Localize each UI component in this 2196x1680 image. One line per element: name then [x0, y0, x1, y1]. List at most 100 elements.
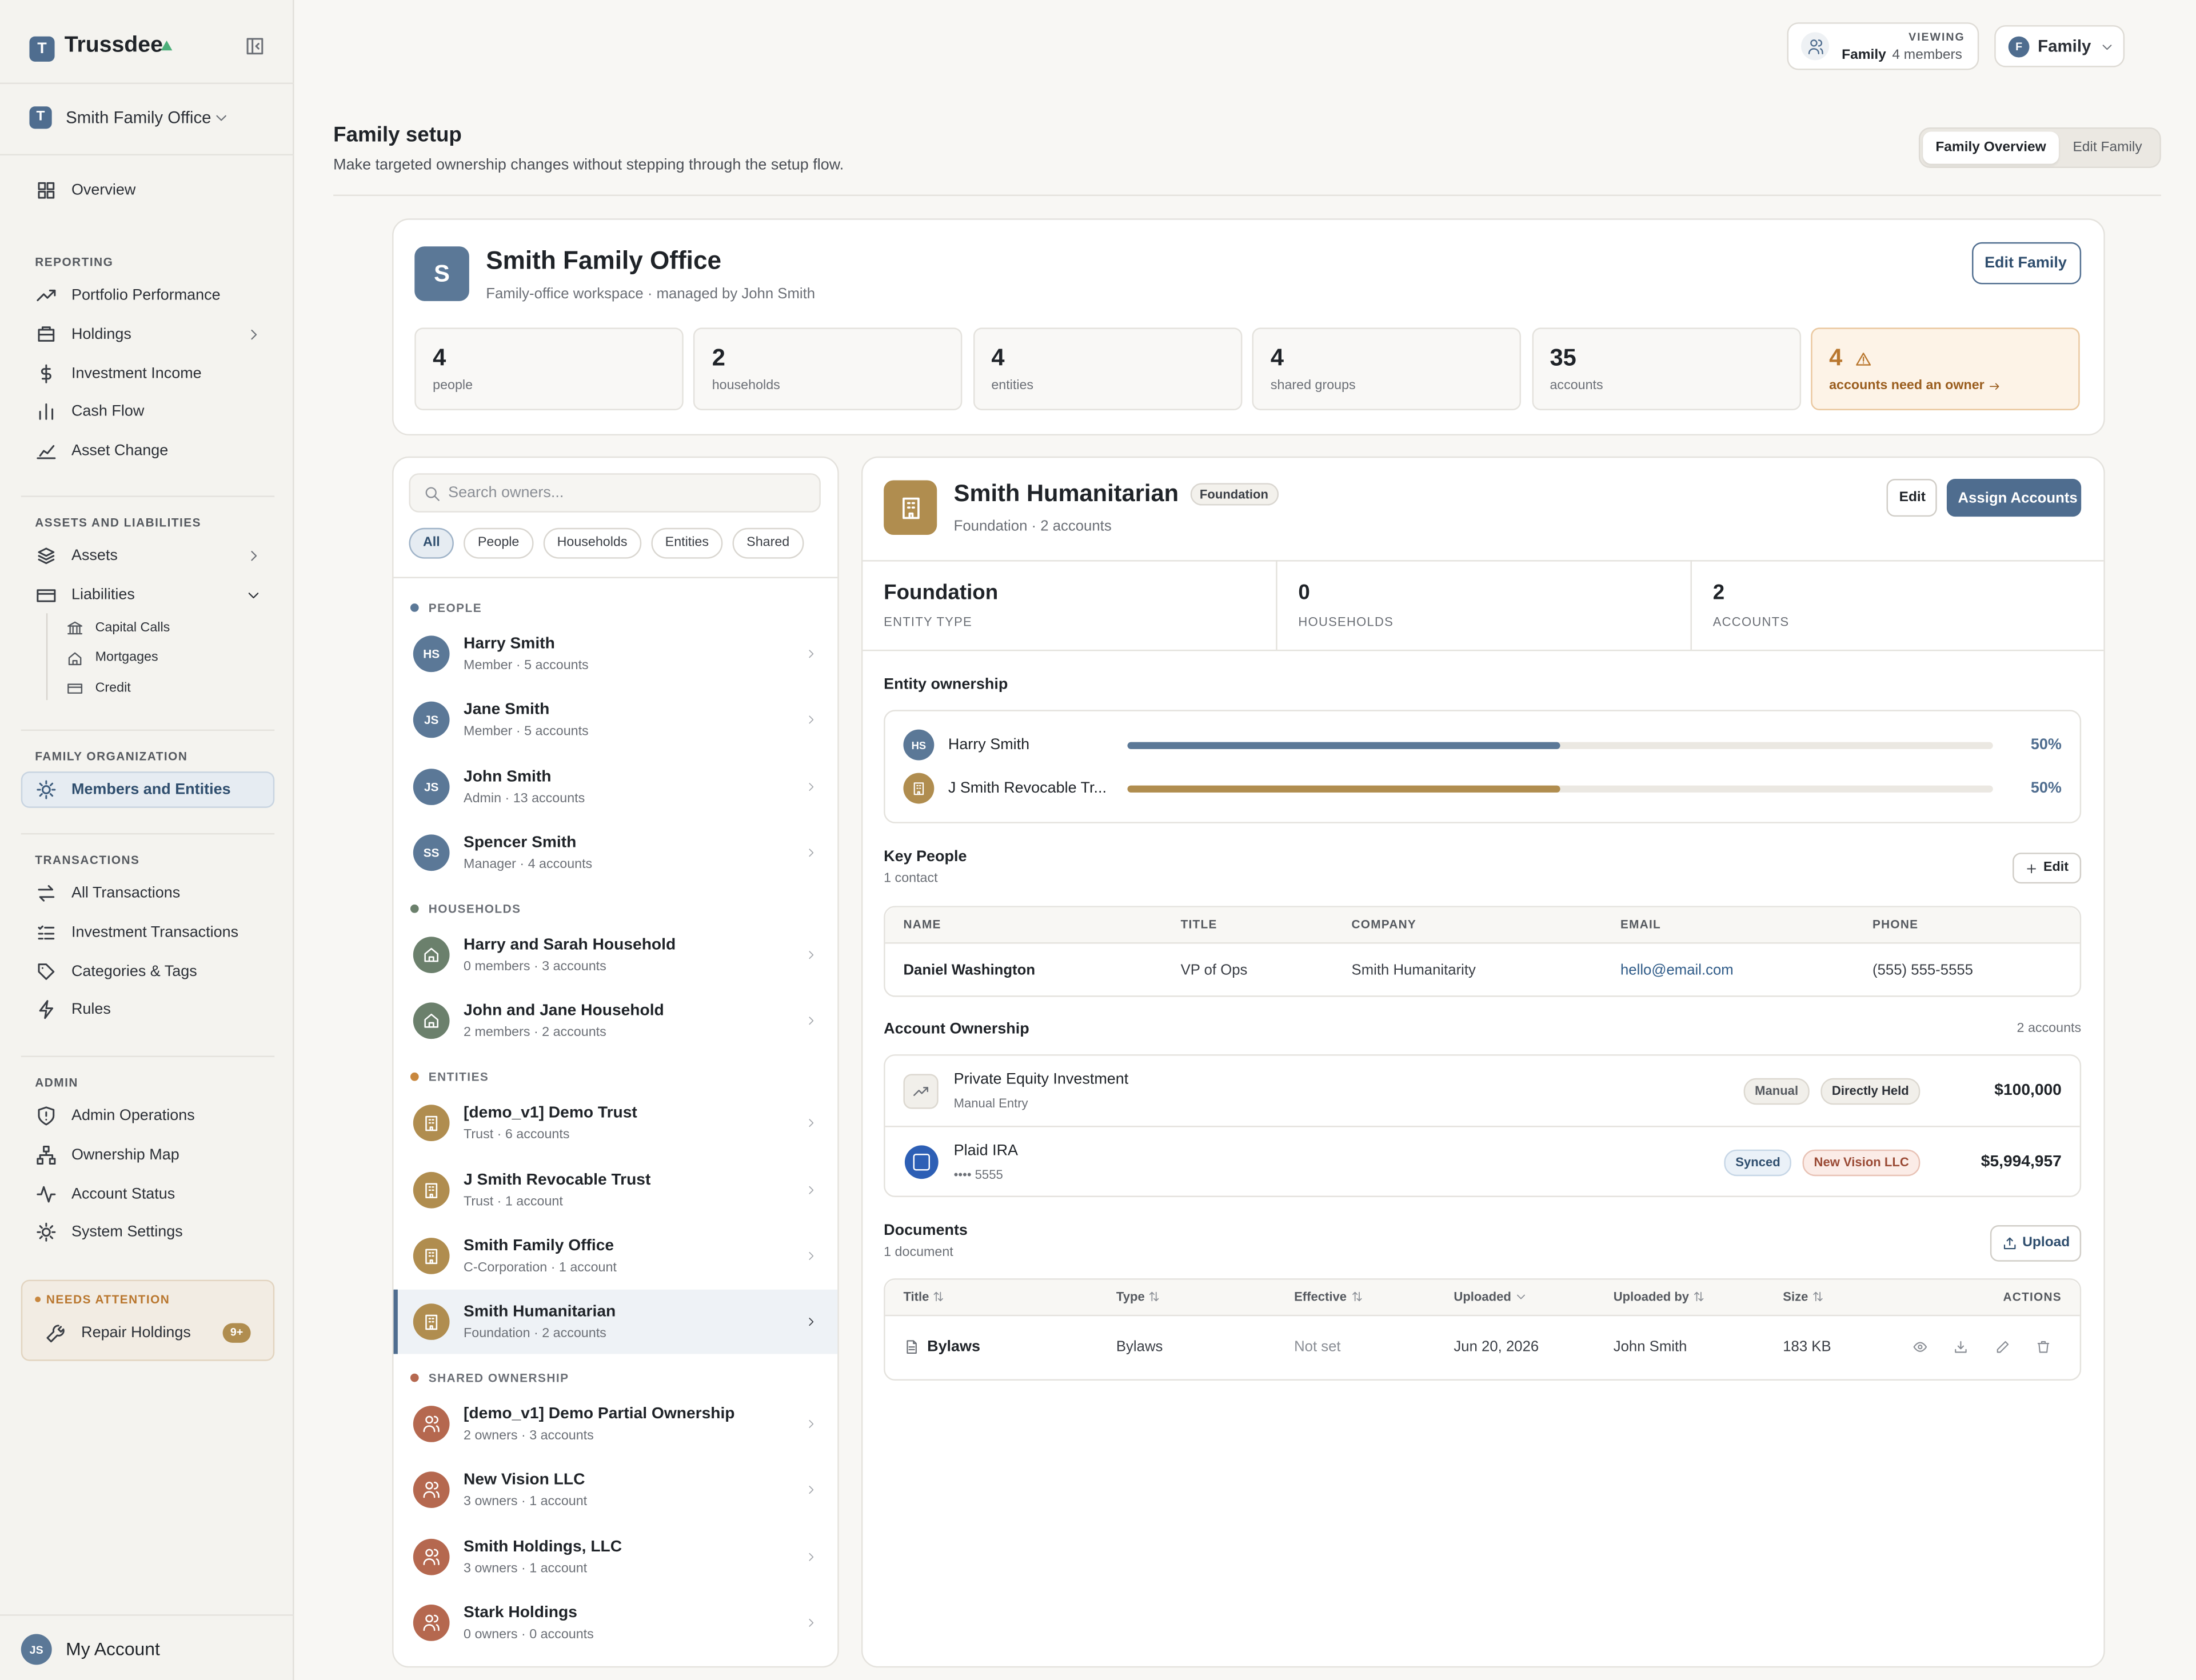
filter-pill[interactable]: People: [464, 527, 533, 559]
nav-item[interactable]: [21, 538, 275, 574]
icon-shape: [37, 445, 56, 459]
icon: [37, 1145, 56, 1165]
sub-nav-item[interactable]: [56, 645, 266, 673]
icon: [809, 1420, 814, 1429]
owner-row[interactable]: [394, 688, 838, 753]
detail-title-row: Smith Humanitarian Foundation: [953, 480, 1279, 508]
owner-avatar: [413, 1538, 450, 1575]
column-header[interactable]: Uploaded: [1454, 1284, 1526, 1309]
owner-row[interactable]: [394, 754, 838, 819]
detail-stat-label: ACCOUNTS: [1712, 614, 1790, 629]
icon: [66, 622, 82, 635]
nav-label: Account Status: [71, 1185, 175, 1202]
icon: [425, 1249, 438, 1264]
filter-pill[interactable]: All: [409, 527, 454, 559]
icon: [37, 780, 56, 799]
nav-label: Portfolio Performance: [71, 287, 221, 304]
owner-row[interactable]: [394, 821, 838, 885]
nav-label: Categories & Tags: [71, 962, 197, 980]
icon-shape: [251, 551, 257, 561]
nav-section-title: ASSETS AND LIABILITIES: [35, 515, 202, 530]
nav-item[interactable]: [21, 316, 275, 353]
icon: [809, 1185, 814, 1194]
icon: [38, 925, 55, 939]
icon: [1955, 1341, 1967, 1353]
icon: [1694, 1291, 1704, 1302]
account-icon-inner: [913, 1153, 930, 1170]
icon: [41, 363, 51, 383]
icon-shape: [38, 885, 55, 902]
owner-detail: 0 members · 3 accounts: [464, 959, 606, 975]
owner-detail: Manager · 4 accounts: [464, 857, 593, 873]
nav-item[interactable]: [21, 394, 275, 430]
entity-icon: [884, 480, 937, 535]
owner-name: Spencer Smith: [464, 834, 577, 851]
nav-label: Cash Flow: [71, 403, 145, 421]
icon-shape: [1990, 383, 1999, 390]
column-header: COMPANY: [1351, 917, 1417, 931]
icon: [809, 950, 814, 959]
filter-pill[interactable]: Shared: [732, 527, 804, 559]
owner-name: Smith Family Office: [464, 1237, 614, 1254]
owner-row[interactable]: [394, 622, 838, 686]
icon-shape: [809, 1119, 814, 1127]
icon: [37, 289, 56, 302]
accounts-box: [884, 1054, 2082, 1198]
stat-value: 4: [1270, 344, 1284, 371]
owner-avatar: [413, 1472, 450, 1509]
icon: [37, 1185, 56, 1202]
sub-nav-item[interactable]: [56, 675, 266, 703]
owner-avatar: [413, 1406, 450, 1443]
section-count: 2 accounts: [2017, 1021, 2082, 1037]
icon-shape: [1813, 1291, 1823, 1302]
account-sub: Manual Entry: [953, 1096, 1028, 1111]
filter-pill[interactable]: Entities: [651, 527, 723, 559]
tab-active[interactable]: [1923, 131, 2059, 164]
column-header[interactable]: Uploaded by: [1614, 1284, 1704, 1309]
detail-title: Smith Humanitarian: [953, 480, 1179, 507]
upload-button[interactable]: [1990, 1225, 2082, 1262]
column-header[interactable]: Title: [903, 1284, 944, 1309]
edit-family-button[interactable]: [1972, 242, 2082, 285]
column-header: EMAIL: [1620, 917, 1661, 931]
nav-item[interactable]: [21, 771, 275, 808]
icon-shape: [2003, 1237, 2016, 1250]
icon-shape: [2102, 44, 2111, 49]
icon: [37, 1223, 56, 1242]
owner-name: John and Jane Household: [464, 1002, 664, 1020]
account-name: Private Equity Investment: [953, 1071, 1129, 1088]
icon-shape: [425, 1182, 438, 1198]
owner-row[interactable]: [394, 1458, 838, 1523]
nav-item[interactable]: [21, 992, 275, 1029]
viewing-name: Family: [1842, 47, 1886, 63]
icon: [1351, 1291, 1361, 1302]
detail-panel: [861, 456, 2105, 1668]
owner-row[interactable]: [393, 1289, 838, 1354]
edit-button[interactable]: [1886, 479, 1937, 517]
table-cell: 183 KB: [1783, 1338, 1831, 1355]
divider: [21, 1055, 275, 1057]
icon: [425, 1182, 438, 1198]
column-header[interactable]: Type: [1116, 1284, 1160, 1309]
nav-item[interactable]: [21, 577, 275, 613]
divider: [863, 649, 2104, 651]
search-input[interactable]: [409, 473, 821, 513]
icon-shape: [809, 1420, 814, 1429]
filter-pill[interactable]: Households: [543, 527, 642, 559]
assign-button[interactable]: [1946, 479, 2082, 517]
column-divider: [1276, 560, 1277, 650]
stat-value: 4: [433, 344, 446, 371]
nav-item[interactable]: [21, 172, 275, 209]
icon-shape: [37, 1145, 56, 1165]
detail-stat-value: 0: [1298, 581, 1310, 605]
column-header[interactable]: Size: [1783, 1284, 1823, 1309]
group-title: ENTITIES: [428, 1070, 489, 1084]
edit-button[interactable]: [2013, 853, 2082, 884]
column-header[interactable]: Effective: [1294, 1284, 1362, 1309]
stat-card[interactable]: [1811, 327, 2080, 410]
button-label: Edit Family: [1985, 254, 2067, 272]
owner-name: Smith Humanitarian: [464, 1303, 616, 1321]
owner-row[interactable]: [394, 1591, 838, 1655]
column-header-label: Title: [903, 1289, 929, 1304]
